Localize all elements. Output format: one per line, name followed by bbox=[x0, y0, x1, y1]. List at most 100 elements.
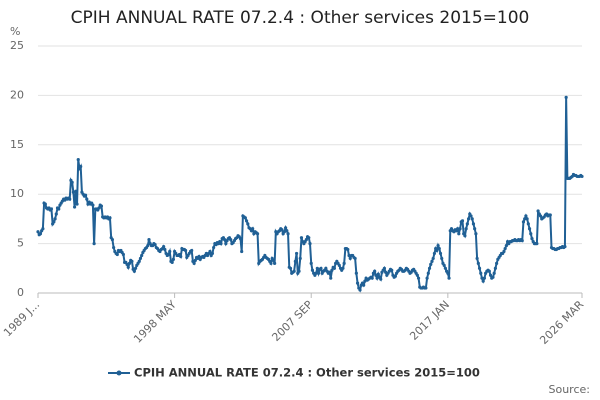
point bbox=[348, 256, 352, 261]
point bbox=[49, 207, 54, 211]
point bbox=[38, 232, 43, 236]
point bbox=[41, 227, 45, 231]
point bbox=[415, 273, 419, 277]
point bbox=[384, 270, 388, 274]
point bbox=[307, 236, 311, 240]
point bbox=[362, 283, 366, 287]
point bbox=[269, 261, 273, 265]
point bbox=[548, 213, 552, 217]
x-tick-label: 1998 MAY bbox=[131, 298, 179, 346]
point bbox=[310, 268, 315, 272]
point bbox=[327, 270, 332, 274]
point bbox=[487, 269, 491, 273]
point bbox=[197, 254, 201, 259]
source: Source: bbox=[549, 383, 591, 396]
point bbox=[464, 227, 468, 231]
point bbox=[288, 266, 293, 270]
point bbox=[375, 276, 379, 280]
point bbox=[563, 244, 567, 249]
point bbox=[223, 238, 227, 242]
point bbox=[153, 242, 157, 247]
point bbox=[470, 217, 474, 221]
y-tick-label: 5 bbox=[17, 237, 24, 250]
point bbox=[292, 269, 296, 273]
point bbox=[330, 268, 334, 272]
point bbox=[538, 214, 543, 218]
point bbox=[436, 243, 440, 248]
point bbox=[355, 281, 360, 285]
point bbox=[503, 246, 507, 251]
point bbox=[315, 266, 319, 270]
point bbox=[527, 227, 532, 231]
point bbox=[212, 245, 216, 250]
point bbox=[536, 209, 540, 213]
point bbox=[286, 232, 290, 236]
point bbox=[293, 259, 297, 263]
point bbox=[110, 238, 115, 242]
point bbox=[347, 253, 351, 258]
chart-title: CPIH ANNUAL RATE 07.2.4 : Other services… bbox=[71, 8, 530, 28]
point bbox=[463, 234, 467, 238]
point bbox=[535, 242, 539, 246]
point bbox=[192, 261, 196, 265]
point bbox=[342, 261, 346, 265]
point bbox=[68, 197, 72, 201]
y-tick-label: 15 bbox=[10, 138, 24, 151]
point bbox=[171, 257, 175, 262]
point bbox=[246, 222, 250, 226]
point bbox=[374, 273, 378, 277]
point bbox=[442, 263, 446, 267]
point bbox=[298, 256, 302, 261]
point bbox=[79, 164, 83, 169]
point bbox=[455, 227, 460, 231]
point bbox=[208, 249, 212, 254]
point bbox=[271, 258, 276, 262]
point bbox=[133, 266, 138, 270]
point bbox=[251, 227, 255, 231]
point bbox=[210, 251, 215, 256]
point bbox=[425, 276, 429, 280]
point bbox=[57, 207, 61, 211]
point bbox=[85, 197, 89, 201]
point bbox=[354, 271, 358, 275]
point bbox=[469, 214, 473, 218]
point bbox=[314, 271, 318, 275]
point bbox=[126, 265, 130, 269]
point bbox=[170, 260, 174, 264]
point bbox=[229, 238, 233, 242]
y-tick-label: 0 bbox=[17, 286, 24, 299]
point bbox=[358, 288, 362, 292]
point bbox=[435, 248, 439, 253]
point bbox=[474, 232, 478, 236]
point bbox=[446, 271, 450, 275]
point bbox=[476, 261, 480, 265]
point bbox=[319, 266, 323, 270]
point bbox=[370, 276, 374, 280]
point bbox=[520, 239, 524, 243]
point bbox=[163, 247, 167, 252]
point bbox=[379, 277, 383, 281]
point bbox=[324, 266, 328, 270]
point bbox=[526, 222, 530, 226]
point bbox=[284, 226, 288, 230]
point bbox=[255, 232, 260, 236]
point bbox=[240, 249, 244, 254]
point bbox=[137, 259, 141, 263]
legend-marker bbox=[116, 370, 122, 376]
y-tick-label: 10 bbox=[10, 187, 24, 200]
legend-label: CPIH ANNUAL RATE 07.2.4 : Other services… bbox=[134, 366, 480, 380]
point bbox=[393, 274, 397, 278]
point bbox=[481, 279, 485, 283]
point bbox=[280, 228, 284, 232]
point bbox=[482, 276, 487, 280]
point bbox=[238, 237, 243, 241]
point bbox=[473, 227, 477, 231]
point bbox=[304, 238, 308, 242]
point bbox=[162, 244, 166, 249]
point bbox=[465, 222, 469, 226]
point bbox=[437, 246, 441, 251]
point bbox=[91, 203, 95, 207]
point bbox=[475, 256, 479, 261]
